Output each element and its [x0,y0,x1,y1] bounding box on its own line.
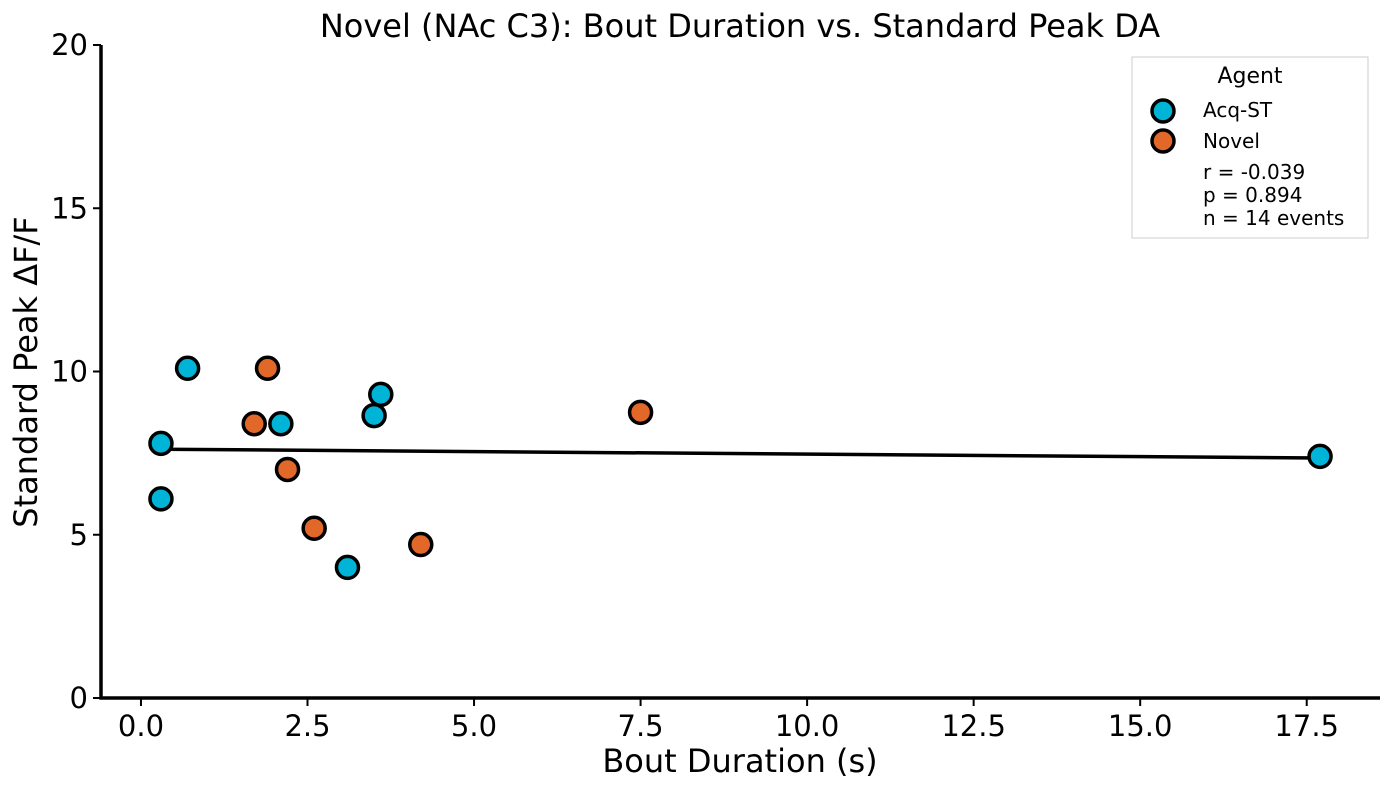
legend: Agent Acq-ST Novel r = -0.039 p = 0.894 … [1131,56,1369,239]
data-point-acq-st [148,430,174,457]
legend-stat-r: r = -0.039 [1203,160,1305,184]
y-axis-label: Standard Peak ΔF/F [7,216,45,527]
y-tick-label: 15 [51,191,88,225]
y-tick-label: 5 [70,518,88,552]
data-point-novel [254,355,281,381]
data-point-novel [274,456,301,483]
legend-stat-p: p = 0.894 [1203,183,1302,207]
x-tick-label: 17.5 [1274,709,1339,743]
y-tick-label: 10 [51,355,88,389]
legend-marker-acq-st [1150,98,1176,124]
x-tick-label: 5.0 [451,709,497,743]
regression-line-layer [160,447,1321,460]
legend-stat-n: n = 14 events [1203,206,1344,230]
x-tick-label: 10.0 [775,709,840,743]
legend-label-novel: Novel [1203,129,1260,153]
data-point-acq-st [368,381,394,408]
legend-marker-novel [1150,128,1176,154]
legend-label-acq-st: Acq-ST [1203,98,1273,122]
data-point-acq-st [148,486,174,512]
regression-line [160,447,1321,460]
data-point-acq-st [1307,443,1333,470]
data-point-acq-st [361,402,387,429]
x-tick-label: 0.0 [118,709,164,743]
x-tick-label: 7.5 [618,709,664,743]
x-tick-label: 2.5 [284,709,330,743]
y-tick-label: 0 [70,681,88,715]
data-point-novel [408,531,434,558]
chart-title: Novel (NAc C3): Bout Duration vs. Standa… [320,7,1160,45]
points-layer [148,355,1333,581]
data-point-acq-st [174,355,201,381]
x-tick-label: 15.0 [1108,709,1173,743]
x-tick-label: 12.5 [941,709,1006,743]
data-point-acq-st [268,410,294,437]
axes: 0.0 2.5 5.0 7.5 10.0 12.5 15.0 17.5 0 5 10 15 20 [51,28,1380,743]
data-point-acq-st [334,554,361,581]
legend-title: Agent [1217,64,1282,89]
data-point-novel [241,410,267,437]
data-point-novel [301,515,327,541]
data-point-novel [627,399,654,426]
y-tick-label: 20 [51,28,88,62]
x-axis-label: Bout Duration (s) [602,742,877,780]
